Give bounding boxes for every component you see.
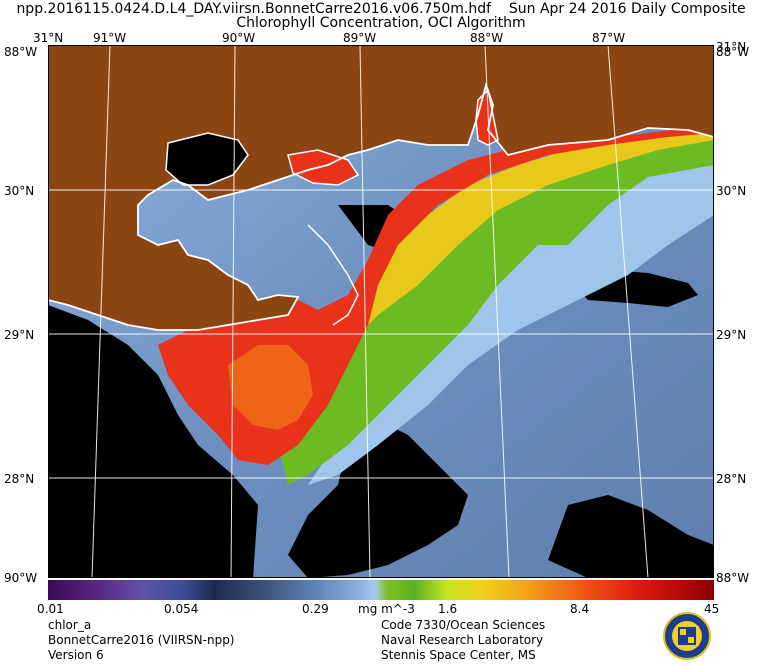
mississippi-delta [307,224,359,326]
footer-lab: Naval Research Laboratory [381,633,544,647]
product-subtitle: Chlorophyll Concentration, OCI Algorithm [236,15,526,31]
lon-label-89w: 89°W [343,31,377,45]
lon-label-90w: 90°W [222,31,256,45]
no-data-southeast [548,495,714,578]
footer-product-name: chlor_a [48,618,92,632]
graticule [48,45,714,578]
no-data-southwest [48,305,258,578]
lat-label-left-bottom: 90°W [4,571,38,585]
footer-version: Version 6 [48,648,104,662]
lat-label-left-30n: 30°N [4,184,35,198]
lat-label-left-29n: 29°N [4,328,35,342]
shelf-water [308,165,714,485]
footer-location: Stennis Space Center, MS [381,648,536,662]
colorbar-unit: mg m^-3 [358,602,415,616]
meridian-89w [359,45,371,578]
lon-label-88w: 88°W [470,31,504,45]
meridian-88w [484,45,510,578]
top-right-corner-label: 31°N [716,40,747,54]
no-data-south [288,420,468,578]
chlorophyll-orange-core [228,345,313,430]
land-louisiana-mississippi [48,45,714,330]
top-left-corner-label: 31°N [33,31,64,45]
chlorophyll-map [48,45,714,578]
lat-label-right-bottom: 88°W [716,571,750,585]
meridian-87w [607,45,649,578]
colorbar-tick-5: 45 [704,602,720,616]
footer-region: BonnetCarre2016 (VIIRSN-npp) [48,633,235,647]
colorbar-tick-1: 0.054 [164,602,199,616]
lon-label-87w: 87°W [592,31,626,45]
map-border [48,45,714,578]
colorbar-tick-2: 0.29 [302,602,329,616]
colorbar [48,580,714,600]
lat-label-right-29n: 29°N [716,328,747,342]
colorbar-tick-4: 8.4 [570,602,590,616]
meridian-90w [230,45,236,578]
map-title: npp.2016115.0424.D.L4_DAY.viirsn.BonnetC… [0,1,762,17]
lat-label-left-top: 88°W [4,45,38,59]
nrl-logo [663,612,711,660]
lon-label-91w: 91°W [93,31,127,45]
lat-label-right-30n: 30°N [716,184,747,198]
file-name: npp.2016115.0424.D.L4_DAY.viirsn.BonnetC… [16,1,492,17]
lat-label-right-28n: 28°N [716,472,747,486]
date-label: Sun Apr 24 2016 Daily Composite [508,1,746,17]
meridian-91w [91,45,111,578]
lat-label-left-28n: 28°N [4,472,35,486]
footer-code: Code 7330/Ocean Sciences [381,618,546,632]
chlorophyll-yellow-band [328,130,714,365]
lat-label-right-top: 88°W [716,45,750,59]
chlorophyll-green-band [278,135,714,485]
coastline [48,81,714,331]
colorbar-tick-0: 0.01 [37,602,64,616]
lake-pontchartrain [165,132,249,186]
colorbar-tick-3: 1.6 [438,602,458,616]
